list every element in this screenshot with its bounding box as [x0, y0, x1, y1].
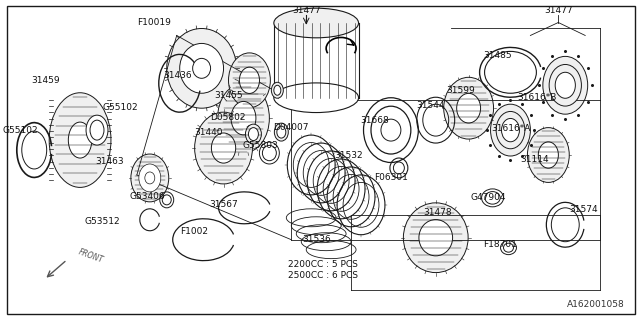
Ellipse shape: [496, 111, 525, 149]
Ellipse shape: [167, 28, 237, 108]
Ellipse shape: [131, 154, 169, 202]
Ellipse shape: [86, 115, 108, 145]
Ellipse shape: [271, 82, 284, 98]
Text: 31544: 31544: [417, 101, 445, 110]
Text: 31616*A: 31616*A: [491, 124, 530, 132]
Text: FRONT: FRONT: [77, 247, 104, 264]
Text: 31668: 31668: [360, 116, 389, 125]
Text: G47904: G47904: [471, 193, 506, 202]
Ellipse shape: [444, 77, 493, 139]
Text: F06301: F06301: [374, 173, 408, 182]
Text: 31459: 31459: [31, 76, 60, 85]
Ellipse shape: [490, 104, 531, 156]
Ellipse shape: [274, 83, 358, 113]
Text: 31536: 31536: [302, 235, 331, 244]
Text: 31477: 31477: [292, 6, 321, 15]
Ellipse shape: [195, 112, 252, 184]
Text: G55102: G55102: [3, 126, 38, 135]
Text: G53512: G53512: [84, 217, 120, 226]
Ellipse shape: [502, 118, 520, 142]
Text: F1002: F1002: [180, 227, 207, 236]
Text: 31477: 31477: [544, 6, 573, 15]
Ellipse shape: [419, 220, 452, 256]
Ellipse shape: [139, 164, 161, 192]
Text: 31485: 31485: [483, 51, 512, 60]
Text: 2200CC : 5 PCS: 2200CC : 5 PCS: [288, 260, 358, 269]
Ellipse shape: [145, 172, 155, 184]
Ellipse shape: [538, 142, 558, 168]
Ellipse shape: [403, 203, 468, 273]
Ellipse shape: [277, 126, 286, 138]
Text: D05802: D05802: [210, 113, 245, 122]
Text: 31436: 31436: [163, 71, 192, 80]
Ellipse shape: [259, 142, 279, 164]
Ellipse shape: [218, 83, 269, 153]
Ellipse shape: [275, 123, 288, 141]
Text: 31574: 31574: [569, 205, 598, 214]
Ellipse shape: [262, 145, 276, 161]
Ellipse shape: [228, 53, 270, 108]
Ellipse shape: [549, 64, 581, 106]
Ellipse shape: [140, 166, 159, 190]
Ellipse shape: [49, 93, 111, 188]
Text: A162001058: A162001058: [567, 300, 625, 309]
Text: 31478: 31478: [424, 208, 452, 217]
Ellipse shape: [543, 56, 588, 114]
Ellipse shape: [211, 133, 236, 163]
Ellipse shape: [481, 189, 504, 207]
Ellipse shape: [555, 72, 575, 98]
Text: 2500CC : 6 PCS: 2500CC : 6 PCS: [288, 271, 358, 280]
Ellipse shape: [193, 58, 211, 78]
Text: D04007: D04007: [273, 123, 309, 132]
Ellipse shape: [274, 85, 281, 95]
Ellipse shape: [246, 124, 261, 144]
Ellipse shape: [90, 120, 104, 140]
Text: G53406: G53406: [129, 192, 164, 201]
Text: G55803: G55803: [243, 140, 278, 149]
Text: 31599: 31599: [446, 86, 475, 95]
Ellipse shape: [239, 67, 259, 93]
Ellipse shape: [248, 128, 259, 140]
Ellipse shape: [68, 122, 92, 158]
Text: F18701: F18701: [484, 240, 518, 249]
Text: 31616*B: 31616*B: [518, 93, 557, 102]
Text: 31567: 31567: [209, 200, 238, 209]
Ellipse shape: [457, 93, 481, 123]
Ellipse shape: [180, 44, 223, 93]
Text: 31440: 31440: [195, 128, 223, 137]
Text: 31455: 31455: [214, 91, 243, 100]
Text: 31114: 31114: [520, 156, 548, 164]
Text: 31532: 31532: [335, 150, 364, 159]
Ellipse shape: [231, 101, 256, 135]
Text: 31463: 31463: [95, 157, 124, 166]
Ellipse shape: [527, 128, 569, 182]
Text: G55102: G55102: [102, 103, 138, 112]
Text: F10019: F10019: [137, 18, 171, 27]
Ellipse shape: [485, 192, 500, 204]
Ellipse shape: [274, 8, 358, 38]
